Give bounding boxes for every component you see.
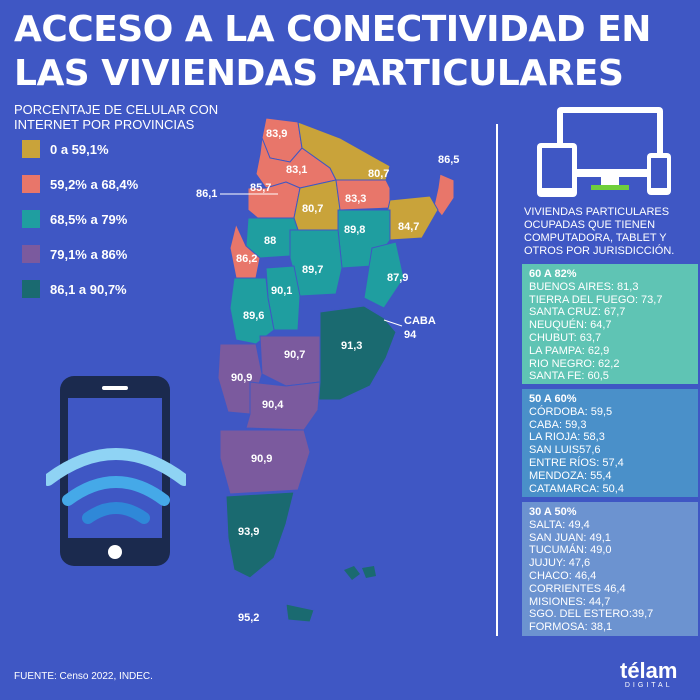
telam-logo: télam DIGITAL	[620, 658, 678, 690]
devices-icon	[537, 107, 671, 197]
group-item: SAN LUIS57,6	[529, 444, 601, 457]
legend-item: 0 a 59,1%	[22, 140, 138, 158]
map-label: 80,7	[368, 168, 390, 180]
legend: 0 a 59,1% 59,2% a 68,4% 68,5% a 79% 79,1…	[22, 140, 138, 315]
region-cordoba	[289, 229, 343, 297]
group-item: JUJUY: 47,6	[529, 557, 591, 570]
legend-item: 79,1% a 86%	[22, 245, 138, 263]
map-label: 90,1	[271, 285, 293, 297]
map-label: 89,8	[344, 224, 366, 236]
region-misiones	[433, 173, 455, 217]
map-label: 90,4	[262, 399, 284, 411]
region-entre-rios	[363, 241, 405, 309]
group-item: CABA: 59,3	[529, 418, 587, 431]
group-item: CATAMARCA: 50,4	[529, 482, 624, 495]
group-item: SANTA CRUZ: 67,7	[529, 306, 626, 319]
legend-label: 59,2% a 68,4%	[50, 176, 139, 192]
group-item: CHUBUT: 63,7	[529, 331, 602, 344]
region-corrientes	[385, 195, 439, 241]
page-title: ACCESO A LA CONECTIVIDAD EN LAS VIVIENDA…	[14, 9, 651, 94]
group-title: 50 A 60%	[529, 393, 577, 405]
group-item: SAN JUAN: 49,1	[529, 531, 611, 544]
group-item: RIO NEGRO: 62,2	[529, 357, 620, 370]
group-item: SANTA FE: 60,5	[529, 370, 609, 383]
group-title: 60 A 82%	[529, 268, 577, 280]
map-label: 93,9	[238, 526, 260, 538]
map-label: 89,7	[302, 264, 324, 276]
group-item: MISIONES: 44,7	[529, 595, 611, 608]
group-item: FORMOSA: 38,1	[529, 621, 613, 634]
map-label: 85,7	[250, 182, 272, 194]
legend-label: 0 a 59,1%	[50, 141, 109, 157]
map-label: 90,9	[251, 453, 273, 465]
region-santa-cruz	[225, 491, 295, 579]
legend-swatch	[22, 175, 40, 193]
group-item: CHACO: 46,4	[529, 569, 597, 582]
map-label: 87,9	[387, 272, 409, 284]
group-item: LA PAMPA: 62,9	[529, 344, 610, 357]
map-label: 95,2	[238, 612, 260, 624]
device-caption: VIVIENDAS PARTICULARES OCUPADAS QUE TIEN…	[524, 206, 675, 257]
brand-sub: DIGITAL	[624, 682, 673, 689]
region-la-pampa	[259, 335, 321, 387]
map-label: 80,7	[302, 203, 324, 215]
map-subtitle: PORCENTAJE DE CELULAR CON INTERNET POR P…	[14, 102, 219, 132]
legend-item: 86,1 a 90,7%	[22, 280, 138, 298]
map-label: 91,3	[341, 340, 363, 352]
group-item: TIERRA DEL FUEGO: 73,7	[529, 293, 663, 306]
group-item: LA RIOJA: 58,3	[529, 431, 605, 444]
source-note: FUENTE: Censo 2022, INDEC.	[14, 671, 153, 682]
argentina-map	[217, 118, 455, 623]
region-rio-negro	[245, 381, 321, 431]
map-label: 94	[404, 329, 417, 341]
legend-swatch	[22, 280, 40, 298]
legend-item: 59,2% a 68,4%	[22, 175, 138, 193]
map-label: 83,3	[345, 193, 367, 205]
group-item: NEUQUÉN: 64,7	[529, 319, 612, 332]
region-tierra-del-fuego	[285, 603, 315, 623]
legend-label: 86,1 a 90,7%	[50, 281, 127, 297]
group-item: SALTA: 49,4	[529, 518, 590, 531]
group-item: CÓRDOBA: 59,5	[529, 405, 613, 418]
islas-malvinas	[344, 566, 376, 580]
legend-swatch	[22, 210, 40, 228]
brand-name: télam	[620, 658, 678, 683]
group-item: SGO. DEL ESTERO:39,7	[529, 608, 654, 621]
map-label: 90,9	[231, 372, 253, 384]
group-item: BUENOS AIRES: 81,3	[529, 280, 639, 293]
region-chubut	[219, 429, 311, 495]
group-item: ENTRE RÍOS: 57,4	[529, 456, 624, 469]
region-chaco	[335, 179, 391, 211]
map-label: 84,7	[398, 221, 420, 233]
legend-label: 68,5% a 79%	[50, 211, 128, 227]
smartphone-wifi-icon	[46, 376, 186, 566]
jurisdiction-group: 60 A 82% BUENOS AIRES: 81,3 TIERRA DEL F…	[522, 264, 698, 384]
jurisdiction-group: 30 A 50% SALTA: 49,4 SAN JUAN: 49,1 TUCU…	[522, 502, 698, 636]
map-label: 90,7	[284, 349, 306, 361]
map-label: 83,1	[286, 164, 308, 176]
vertical-divider	[496, 124, 498, 636]
map-label: CABA	[404, 315, 436, 327]
group-item: CORRIENTES 46,4	[529, 582, 626, 595]
group-item: TUCUMÁN: 49,0	[529, 544, 612, 557]
group-item: MENDOZA: 55,4	[529, 469, 612, 482]
legend-swatch	[22, 140, 40, 158]
map-label: 86,5	[438, 154, 460, 166]
legend-swatch	[22, 245, 40, 263]
legend-label: 79,1% a 86%	[50, 246, 128, 262]
map-label: 86,2	[236, 253, 258, 265]
jurisdiction-group: 50 A 60% CÓRDOBA: 59,5 CABA: 59,3 LA RIO…	[522, 389, 698, 497]
map-label: 86,1	[196, 188, 218, 200]
map-label: 83,9	[266, 128, 288, 140]
map-label: 88	[264, 235, 277, 247]
legend-item: 68,5% a 79%	[22, 210, 138, 228]
group-title: 30 A 50%	[529, 506, 577, 518]
map-label: 89,6	[243, 310, 265, 322]
caba-leader-line	[383, 319, 403, 327]
